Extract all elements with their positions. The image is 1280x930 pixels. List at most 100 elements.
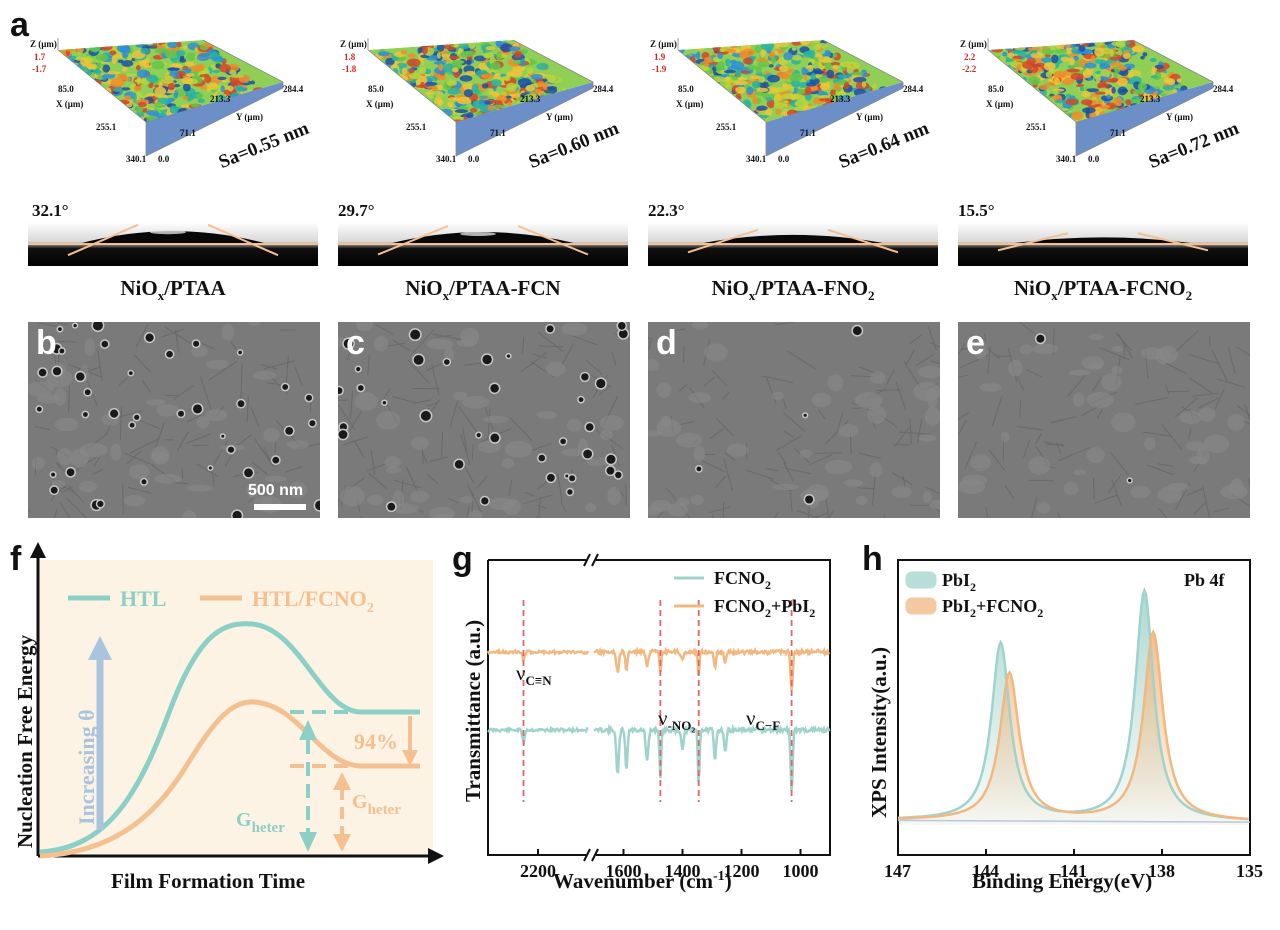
y-tick: 71.1 — [1110, 128, 1126, 138]
droplet — [388, 232, 578, 244]
g-heter-fcno2-arrowhead-up — [333, 772, 351, 790]
y-tick: 284.4 — [1213, 84, 1234, 94]
sem-image-b: b 500 nm — [28, 322, 320, 518]
ftir-series-fcno2-pbi2-seg2 — [593, 646, 831, 690]
droplet — [1008, 237, 1198, 244]
y-tick: 71.1 — [800, 128, 816, 138]
contact-angle-value: 15.5° — [958, 201, 995, 220]
sample-caption: NiOx/PTAA-FCN — [405, 276, 561, 304]
x-tick: 340.1 — [436, 154, 457, 164]
y-axis-label: Y (μm) — [236, 112, 263, 122]
xps-area-pbi2 — [898, 590, 1249, 825]
scale-bar-label: 500 nm — [248, 482, 304, 499]
afm-surface-plot: Z (μm) 2.2 -2.2 85.0 X (μm) 255.1 340.1 0.0 284.… — [960, 38, 1234, 164]
z-max-value: 1.8 — [344, 52, 356, 62]
x-tick: 340.1 — [1056, 154, 1077, 164]
legend-swatch — [905, 597, 937, 615]
afm-sample-1: Z (μm) 1.7 -1.7 85.0 X (μm) 255.1 340.1 0.0 284.… — [28, 0, 328, 310]
sample-caption: NiOx/PTAA-FNO2 — [711, 276, 875, 304]
zero-tick: 0.0 — [158, 154, 170, 164]
sem-image-e: e — [958, 322, 1250, 518]
y-axis-label: Y (μm) — [546, 112, 573, 122]
legend-swatch — [905, 571, 937, 589]
ftir-chart: 2200 1600 1400 1200 1000 νC≡N ν-NO₂ νC−F FCNO2 FC… — [461, 553, 831, 893]
x-axis-label: X (μm) — [56, 99, 83, 109]
z-axis-label: Z (μm) — [340, 39, 367, 49]
panel-label-c: c — [346, 324, 365, 362]
peak-annotation: νC≡N — [516, 661, 552, 688]
xps-baseline — [897, 819, 1251, 823]
increasing-theta-label: Increasing θ — [74, 709, 99, 825]
g-x-tick: 1400 — [665, 861, 701, 881]
panel-label-f: f — [10, 540, 22, 578]
y-tick: 71.1 — [490, 128, 506, 138]
z-max-value: 1.7 — [34, 52, 46, 62]
f-y-axis-title: Nucleation Free Energy — [13, 634, 37, 848]
x-axis-label: X (μm) — [366, 99, 393, 109]
g-x-tick: 1000 — [783, 861, 819, 881]
contact-angle-image — [28, 222, 318, 266]
x-tick: 85.0 — [988, 84, 1004, 94]
g-heter-fcno2-label: Gheter — [352, 791, 401, 818]
h-x-tick: 147 — [884, 861, 911, 881]
h-y-axis-title: XPS Intensity(a.u.) — [867, 647, 891, 818]
g-x-tick: 2200 — [520, 861, 556, 881]
curve-htl-fcno2 — [39, 699, 420, 859]
contact-angle-value: 22.3° — [648, 201, 685, 220]
z-axis-label: Z (μm) — [30, 39, 57, 49]
x-tick: 255.1 — [406, 122, 427, 132]
z-min-value: -1.8 — [342, 64, 357, 74]
y-tick: 213.3 — [520, 94, 541, 104]
ftir-series-fcno2-pbi2-seg1 — [486, 647, 590, 662]
h-x-tick: 141 — [1060, 861, 1087, 881]
y-tick: 284.4 — [903, 84, 924, 94]
g-heter-htl-label: Gheter — [236, 809, 285, 836]
panel-label-b: b — [36, 324, 57, 362]
z-min-value: -1.7 — [32, 64, 47, 74]
zero-tick: 0.0 — [1088, 154, 1100, 164]
sample-caption: NiOx/PTAA-FCNO2 — [1013, 276, 1193, 304]
y-tick: 213.3 — [210, 94, 231, 104]
peak-annotation: ν-NO₂ — [658, 706, 695, 733]
afm-surface-plot: Z (μm) 1.7 -1.7 85.0 X (μm) 255.1 340.1 0.0 284.… — [30, 38, 304, 164]
legend-entry: FCNO2+PbI2 — [714, 596, 815, 620]
x-tick: 255.1 — [96, 122, 117, 132]
afm-sample-3: Z (μm) 1.9 -1.9 85.0 X (μm) 255.1 340.1 0.0 284.… — [648, 0, 948, 310]
h-x-tick: 135 — [1236, 861, 1263, 881]
sample-caption: NiOx/PTAA — [120, 276, 226, 304]
z-axis-label: Z (μm) — [650, 39, 677, 49]
y-axis-arrowhead — [30, 542, 46, 558]
increasing-theta-arrowhead — [88, 636, 112, 660]
z-min-value: -1.9 — [652, 64, 667, 74]
x-tick: 255.1 — [716, 122, 737, 132]
x-tick: 85.0 — [58, 84, 74, 94]
y-axis-label: Y (μm) — [1166, 112, 1193, 122]
g-x-tick: 1200 — [724, 861, 760, 881]
panel-label-h: h — [862, 540, 883, 578]
legend-htl: HTL — [120, 586, 166, 611]
y-tick: 213.3 — [830, 94, 851, 104]
nucleation-energy-diagram: Increasing θ HTL HTL/FCNO2 Gheter Gheter… — [13, 542, 444, 893]
g-y-axis-title: Transmittance (a.u.) — [461, 620, 485, 802]
afm-surface-plot: Z (μm) 1.9 -1.9 85.0 X (μm) 255.1 340.1 0.0 284.… — [650, 38, 924, 164]
g-x-axis-title: Wavenumber (cm-1) — [553, 869, 732, 893]
contact-angle-image — [958, 222, 1248, 266]
y-tick: 284.4 — [283, 84, 304, 94]
x-tick: 85.0 — [368, 84, 384, 94]
x-tick: 85.0 — [678, 84, 694, 94]
z-axis-label: Z (μm) — [960, 39, 987, 49]
curve-htl — [39, 621, 420, 855]
legend-entry: PbI2+FCNO2 — [942, 596, 1043, 620]
legend-entry: FCNO2 — [714, 568, 771, 592]
panel-label-a: a — [10, 6, 29, 44]
afm-surface-plot: Z (μm) 1.8 -1.8 85.0 X (μm) 255.1 340.1 0.0 284.… — [340, 38, 614, 164]
g-heter-htl-arrowhead-up — [299, 720, 317, 740]
afm-sample-2: Z (μm) 1.8 -1.8 85.0 X (μm) 255.1 340.1 0.0 284.… — [338, 0, 638, 310]
xps-series-pbi2-fcno2 — [897, 629, 1249, 821]
z-max-value: 1.9 — [654, 52, 666, 62]
zero-tick: 0.0 — [778, 154, 790, 164]
xps-title: Pb 4f — [1184, 570, 1226, 590]
panel-label-d: d — [656, 324, 677, 362]
x-axis-label: X (μm) — [986, 99, 1013, 109]
